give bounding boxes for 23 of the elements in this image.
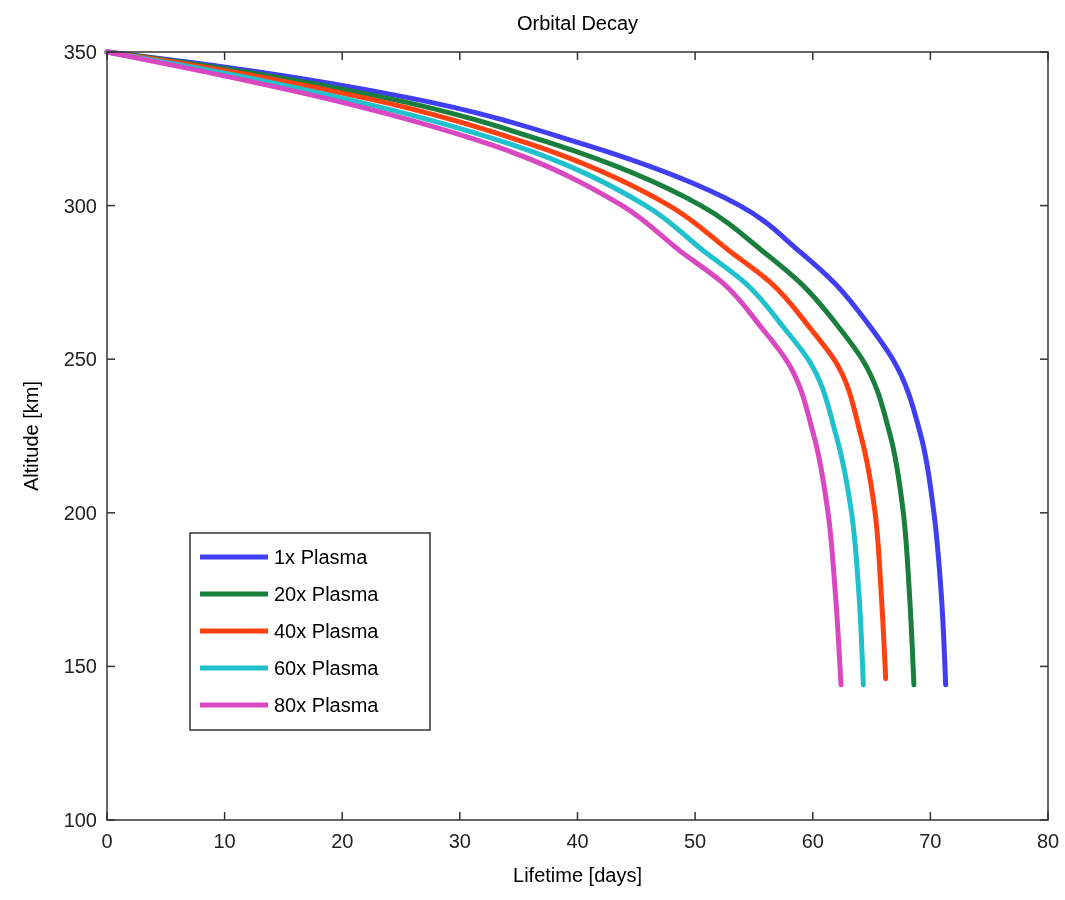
x-tick-label: 0 [101,830,113,852]
y-tick-label: 350 [63,41,97,63]
y-axis-title: Altitude [km] [20,380,42,492]
x-tick-label: 30 [448,830,471,852]
x-axis-title: Lifetime [days] [513,864,642,886]
x-tick-label: 70 [919,830,942,852]
y-tick-label: 250 [63,348,97,371]
y-tick-label: 100 [63,809,97,831]
x-tick-label: 40 [566,830,589,852]
legend-label: 80x Plasma [274,694,380,716]
x-tick-label: 80 [1036,830,1060,852]
y-tick-label: 300 [63,194,97,217]
legend-label: 60x Plasma [274,657,380,679]
legend-label: 20x Plasma [274,583,380,605]
legend-label: 40x Plasma [274,620,380,642]
legend-label: 1x Plasma [274,546,369,568]
chart-title: Orbital Decay [516,12,639,34]
x-tick-label: 50 [684,830,707,852]
y-tick-label: 200 [63,501,97,524]
x-tick-label: 20 [331,830,354,852]
y-tick-label: 150 [63,655,97,678]
x-tick-label: 60 [801,830,824,852]
x-tick-label: 10 [213,830,236,852]
